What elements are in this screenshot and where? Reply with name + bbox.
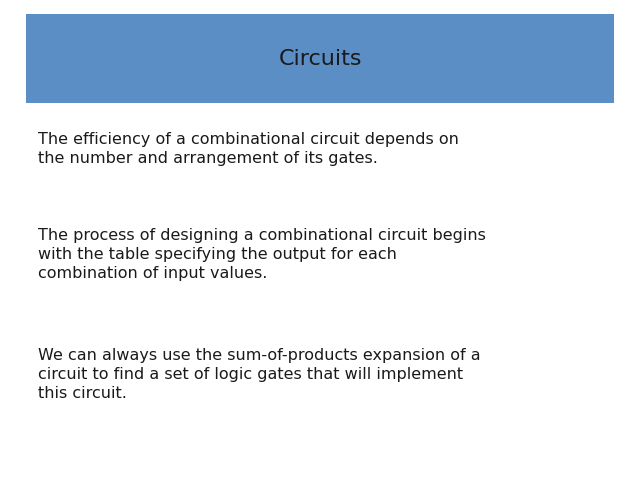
Text: The process of designing a combinational circuit begins
with the table specifyin: The process of designing a combinational… bbox=[38, 228, 486, 281]
Text: The efficiency of a combinational circuit depends on
the number and arrangement : The efficiency of a combinational circui… bbox=[38, 132, 460, 166]
Text: We can always use the sum-of-products expansion of a
circuit to find a set of lo: We can always use the sum-of-products ex… bbox=[38, 348, 481, 401]
Bar bbox=[26, 14, 614, 103]
Text: Circuits: Circuits bbox=[278, 49, 362, 69]
